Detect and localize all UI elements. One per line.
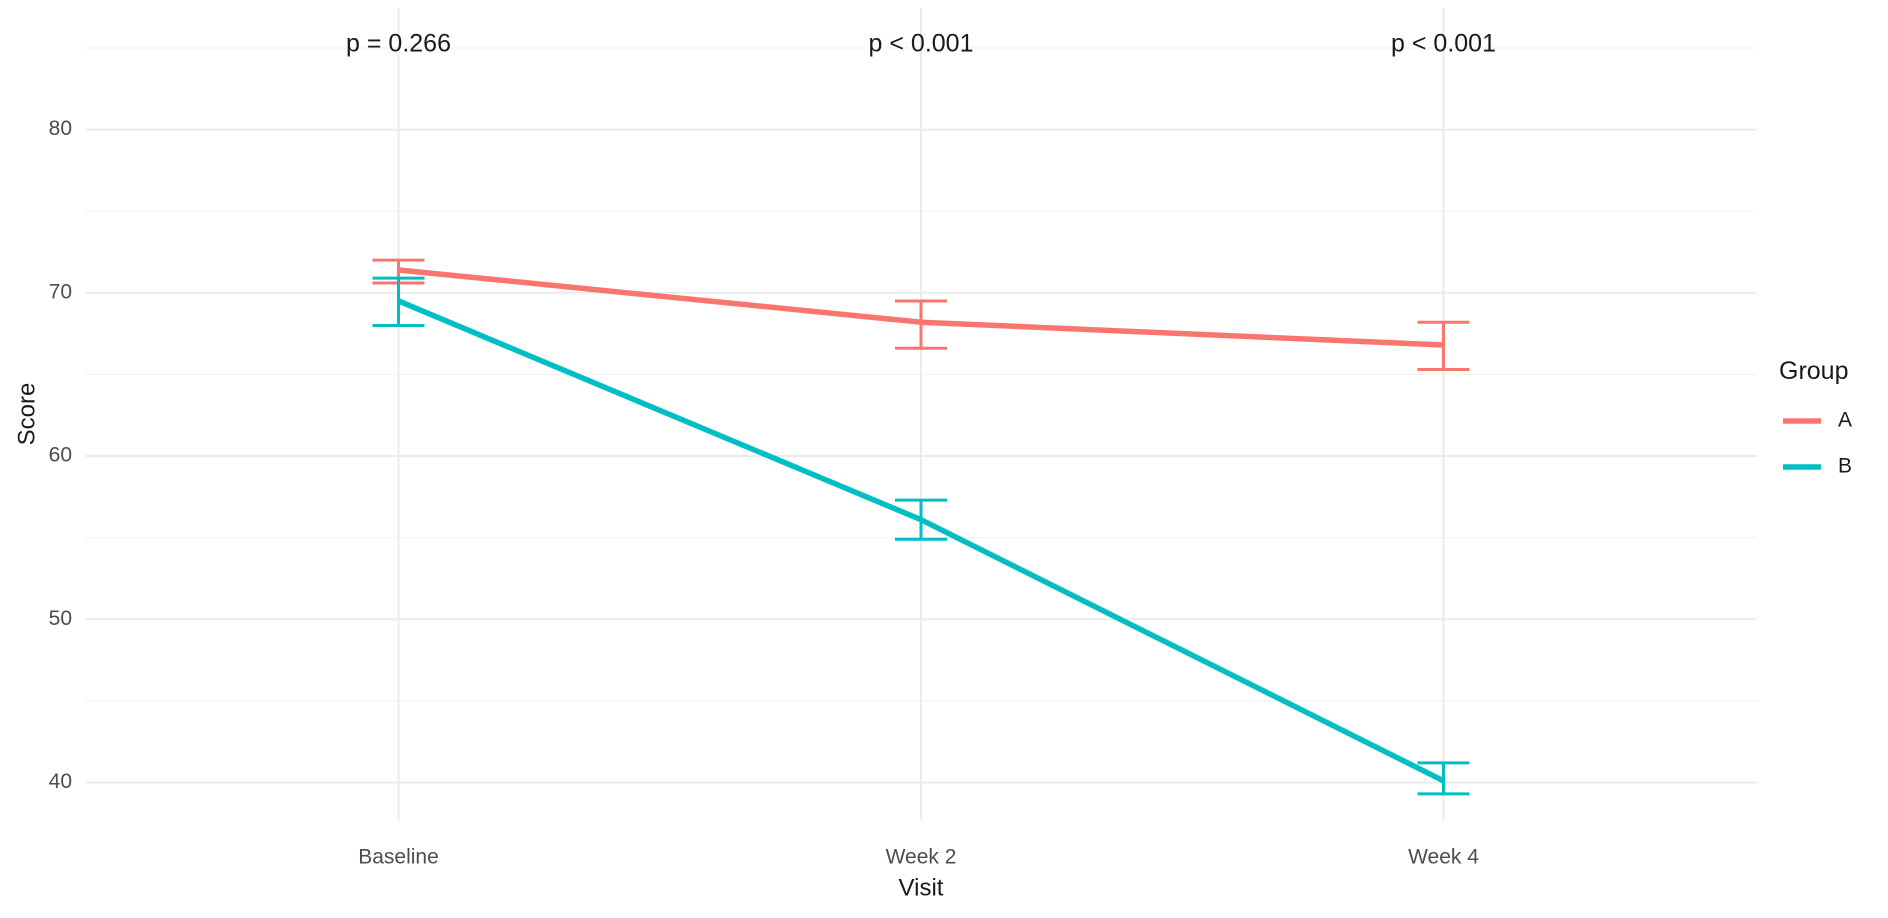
y-axis-title: Score xyxy=(13,383,40,446)
legend-title: Group xyxy=(1779,357,1848,385)
y-axis-tick-label-60: 60 xyxy=(49,444,72,467)
y-axis-tick-label-50: 50 xyxy=(49,607,72,630)
x-axis-title: Visit xyxy=(899,874,944,901)
p-value-annotation-2: p < 0.001 xyxy=(869,29,974,57)
x-axis-tick-label-week-2: Week 2 xyxy=(886,846,957,869)
x-axis-tick-label-week-4: Week 4 xyxy=(1408,846,1479,869)
legend-label-A: A xyxy=(1838,409,1852,432)
y-axis-tick-label-70: 70 xyxy=(49,280,72,303)
legend-label-B: B xyxy=(1838,455,1852,478)
x-axis-tick-label-baseline: Baseline xyxy=(358,846,439,869)
p-value-annotation-3: p < 0.001 xyxy=(1391,29,1496,57)
p-value-annotation-1: p = 0.266 xyxy=(346,29,451,57)
y-axis-tick-label-80: 80 xyxy=(49,117,72,140)
y-axis-tick-label-40: 40 xyxy=(49,770,72,793)
